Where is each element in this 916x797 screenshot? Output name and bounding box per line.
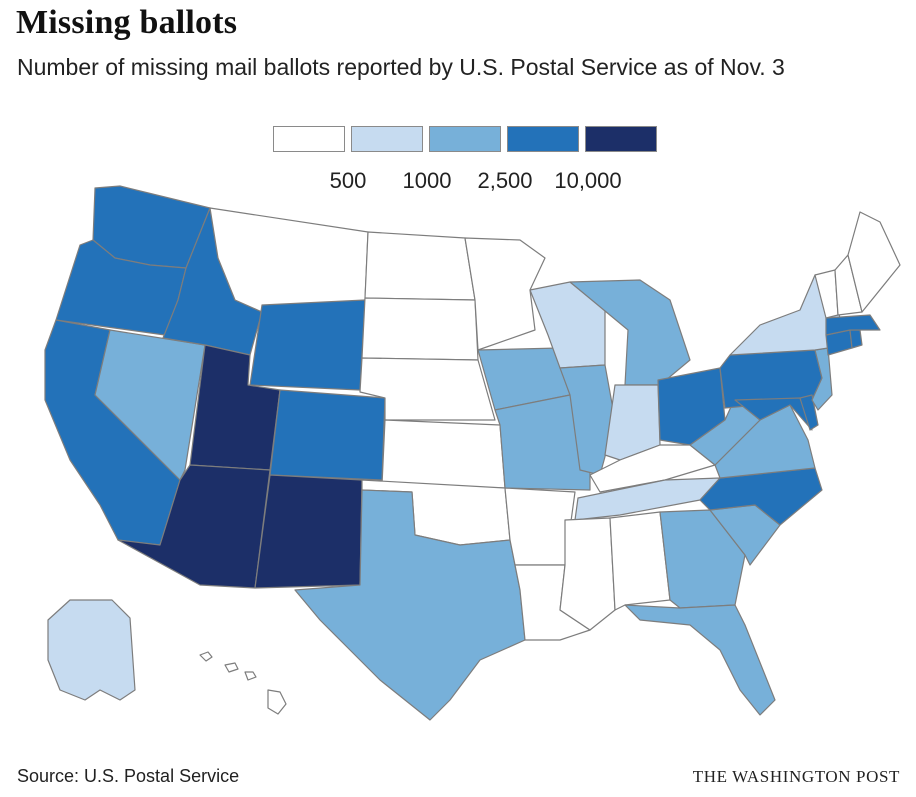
state-co [269, 389, 386, 481]
state-ks [381, 419, 506, 489]
state-mn [464, 237, 546, 351]
state-nm [254, 474, 363, 589]
state-wy [249, 299, 366, 391]
state-md [734, 397, 813, 431]
state-me [847, 211, 901, 313]
chart-title: Missing ballots [16, 4, 238, 41]
state-ri [849, 329, 863, 349]
state-mi [569, 279, 691, 386]
state-ma [825, 314, 881, 336]
state-fl [624, 604, 776, 716]
state-ms [559, 517, 616, 631]
states-layer [44, 185, 901, 721]
publisher-credit: THE WASHINGTON POST [692, 767, 900, 786]
state-mt [209, 207, 369, 313]
source-note: Source: U.S. Postal Service [17, 766, 240, 786]
state-nd [364, 231, 476, 301]
state-de [799, 394, 819, 431]
state-sd [361, 297, 479, 361]
state-al [609, 511, 671, 611]
chart-subtitle: Number of missing mail ballots reported … [17, 54, 785, 80]
state-tx [294, 489, 526, 721]
state-hi [199, 651, 287, 715]
state-ak [47, 599, 136, 701]
